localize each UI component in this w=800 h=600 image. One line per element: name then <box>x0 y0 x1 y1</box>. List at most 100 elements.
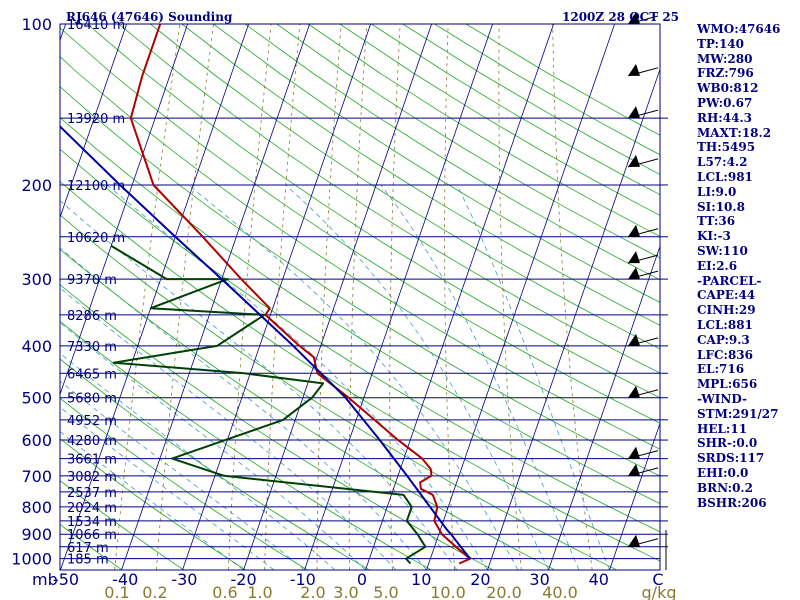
pressure-tick-label: 1000 <box>11 550 52 569</box>
plot-frame <box>59 23 661 571</box>
height-label: 8286 m <box>67 309 117 324</box>
wind-barb-flag <box>628 154 640 167</box>
height-label: 12100 m <box>67 179 125 194</box>
wind-barb-flag <box>628 333 640 346</box>
dry-adiabat-line <box>60 86 660 477</box>
pressure-tick-label: 600 <box>21 431 52 450</box>
wind-barbs <box>627 12 667 570</box>
isobars <box>60 23 668 560</box>
dry-adiabat-line <box>60 284 494 570</box>
mixing-ratio-tick-label: 20.0 <box>486 583 522 600</box>
isotherm-line <box>243 24 432 570</box>
height-label: 9370 m <box>67 273 117 288</box>
sounding-series <box>60 24 472 565</box>
moist-adiabat-line <box>106 184 488 570</box>
wind-barb-flag <box>628 267 640 280</box>
height-label: 185 m <box>67 553 109 568</box>
stat-item: LFC:836 <box>697 347 753 362</box>
valid-time: 1200Z 28 OCT 25 <box>562 10 679 24</box>
height-label: 5680 m <box>67 392 117 407</box>
isotherm-line <box>0 24 5 570</box>
stat-item: HEL:11 <box>697 421 748 436</box>
dry-adiabat-line <box>150 24 660 350</box>
moist-adiabat-line <box>60 200 458 570</box>
dry-adiabat-line <box>60 117 660 504</box>
dry-adiabat-line <box>60 27 660 424</box>
mixing-ratio-tick-label: 10.0 <box>430 583 466 600</box>
height-label: 4280 m <box>67 434 117 449</box>
isotherm-line <box>60 24 188 396</box>
height-label: 7330 m <box>67 340 117 355</box>
isotherm-line <box>182 24 371 570</box>
moist-adiabat-line <box>60 247 427 570</box>
dry-adiabat-line <box>60 320 432 570</box>
stat-item: -PARCEL- <box>697 273 762 288</box>
pressure-tick-label: 300 <box>21 270 52 289</box>
pressure-tick-label: 400 <box>21 337 52 356</box>
temperature-tick-label: 30 <box>529 570 549 589</box>
mixing-ratio-lines <box>114 24 593 570</box>
stat-item: SW:110 <box>697 243 748 258</box>
stat-item: CINH:29 <box>697 303 756 318</box>
stats-panel: WMO:47646 TP:140 MW:280 FRZ:796 WB0:812 PW:0.… <box>697 22 800 510</box>
height-label: 4952 m <box>67 414 117 429</box>
stat-item: EHI:0.0 <box>697 465 749 480</box>
temperature-tick-label: -30 <box>171 570 197 589</box>
height-label: 2024 m <box>67 501 117 516</box>
isotherm-line <box>487 68 660 570</box>
wind-barb-flag <box>628 251 640 264</box>
mixing-ratio-tick-label: 40.0 <box>542 583 578 600</box>
mixing-ratio-line <box>552 24 593 570</box>
mixing-ratio-tick-label: 2.0 <box>300 583 325 600</box>
moist-adiabat-line <box>60 322 366 570</box>
moist-adiabat-line <box>188 184 519 570</box>
isotherm-line <box>60 24 127 219</box>
height-label: 10620 m <box>67 231 125 246</box>
stat-item: MAXT:18.2 <box>697 125 772 140</box>
height-label: 1534 m <box>67 515 117 530</box>
height-label: 3661 m <box>67 453 117 468</box>
pressure-tick-label: 700 <box>21 467 52 486</box>
stat-item: SI:10.8 <box>697 199 745 214</box>
mixing-ratio-line <box>155 24 214 570</box>
stat-item: L57:4.2 <box>697 155 748 170</box>
moist-adiabat-line <box>60 352 336 570</box>
pressure-tick-label: 100 <box>21 15 52 34</box>
dry-adiabat-line <box>181 24 660 326</box>
stat-item: TP:140 <box>697 36 745 51</box>
isotherm-line <box>365 24 554 570</box>
stat-item: KI:-3 <box>697 229 731 244</box>
stat-item: RH:44.3 <box>697 110 752 125</box>
stat-item: BSHR:206 <box>697 495 767 510</box>
stat-item: BRN:0.2 <box>697 480 753 495</box>
stat-item: -WIND- <box>697 391 747 406</box>
stat-item: WB0:812 <box>697 81 759 96</box>
height-label: 2537 m <box>67 486 117 501</box>
pressure-unit: mb <box>32 570 58 589</box>
dry-adiabat-line <box>60 569 61 570</box>
dry-adiabat-line <box>60 358 370 570</box>
dry-adiabat-line <box>213 24 660 303</box>
height-label: 1066 m <box>67 528 117 543</box>
height-label: 6465 m <box>67 367 117 382</box>
isotherm-line <box>60 24 249 570</box>
stat-item: CAP:9.3 <box>697 332 750 347</box>
dewpoint-trace <box>110 245 427 565</box>
isotherm-line <box>60 24 66 42</box>
stat-item: SHR-:0.0 <box>697 436 758 451</box>
moist-adiabat-line <box>60 380 305 570</box>
dry-adiabat-line <box>60 214 618 570</box>
dry-adiabat-line <box>60 438 246 570</box>
stat-item: CAPE:44 <box>697 288 756 303</box>
mixing-ratio-tick-label: 5.0 <box>373 583 398 600</box>
dry-adiabat-line <box>60 56 660 450</box>
height-label: 13920 m <box>67 112 125 127</box>
mixing-ratio-tick-label: g/kg <box>642 583 677 600</box>
wind-barb-flag <box>628 12 640 24</box>
stat-item: EI:2.6 <box>697 258 738 273</box>
isotherm-line <box>609 422 660 570</box>
stat-item: LI:9.0 <box>697 184 737 199</box>
temperature-tick-label: 40 <box>589 570 609 589</box>
